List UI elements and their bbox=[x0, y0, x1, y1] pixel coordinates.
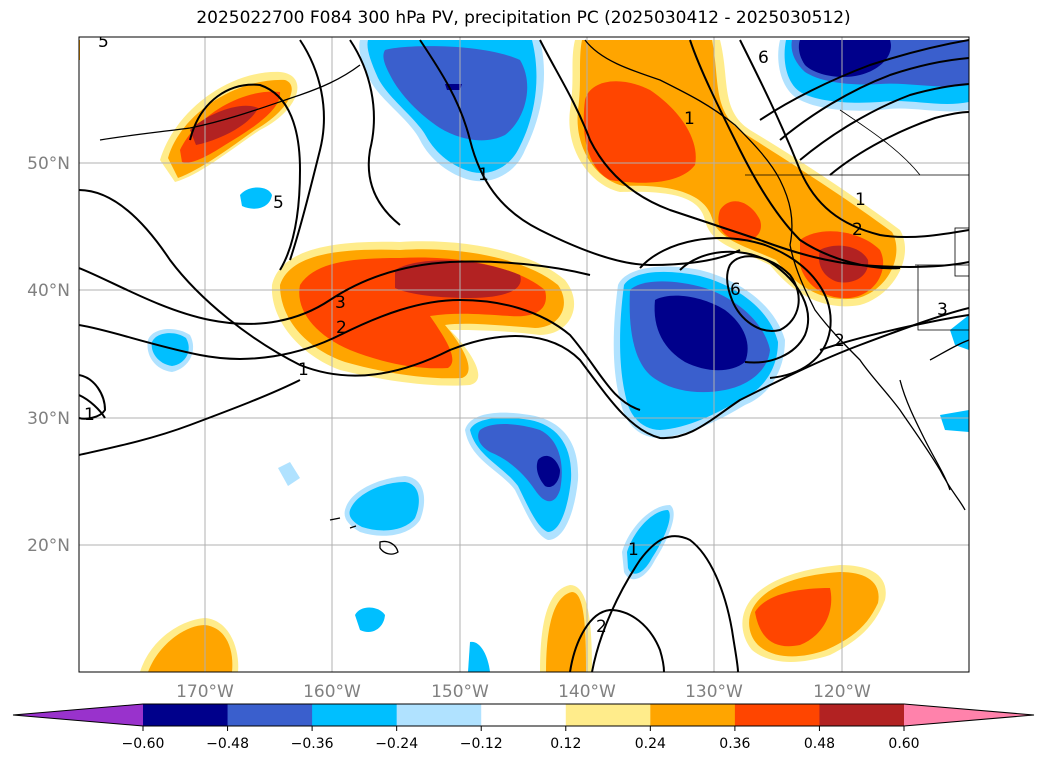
pv-contours bbox=[79, 39, 969, 672]
contour-ne-5 bbox=[799, 83, 969, 161]
contour-label: 3 bbox=[937, 300, 948, 320]
contour-label: 2 bbox=[336, 318, 347, 338]
colorbar-segment bbox=[227, 704, 313, 726]
shading-small-neg-4 bbox=[355, 607, 385, 633]
colorbar-segment bbox=[734, 704, 820, 726]
contour-label: 5 bbox=[98, 32, 109, 52]
colorbar: −0.60 −0.48 −0.36 −0.24 −0.12 0.12 0.24 0.36 0.4… bbox=[12, 703, 1035, 752]
contour-ridge-1 bbox=[419, 39, 741, 267]
contour-6-outer-2 bbox=[639, 237, 832, 379]
shading-small-neg-6 bbox=[278, 462, 300, 486]
lon-label-160w: 160°W bbox=[303, 682, 361, 702]
contour-ne-3 bbox=[759, 39, 969, 121]
colorbar-tick-label: −0.36 bbox=[291, 736, 334, 752]
lon-label-150w: 150°W bbox=[431, 682, 489, 702]
shading-east-edge-neg-2 bbox=[940, 410, 969, 432]
contour-sw-1 bbox=[79, 394, 106, 419]
colorbar-tick-label: 0.36 bbox=[719, 736, 750, 752]
negative-shading bbox=[147, 40, 969, 672]
plot-border bbox=[78, 36, 970, 673]
contour-label: 6 bbox=[730, 280, 741, 300]
colorbar-segment bbox=[143, 704, 229, 726]
contour-south-1 bbox=[79, 379, 301, 456]
lon-label-120w: 120°W bbox=[813, 682, 871, 702]
contour-6-outer-1 bbox=[679, 250, 810, 364]
map-title: 2025022700 F084 300 hPa PV, precipitatio… bbox=[196, 8, 851, 28]
colorbar-tick-label: 0.60 bbox=[888, 736, 919, 752]
contour-ridge-2 bbox=[539, 39, 969, 268]
colorbar-tick-label: −0.48 bbox=[206, 736, 249, 752]
colorbar-tick-label: 0.48 bbox=[804, 736, 835, 752]
lon-label-130w: 130°W bbox=[685, 682, 743, 702]
contour-2-south bbox=[569, 608, 665, 672]
colorbar-min-arrow bbox=[13, 704, 143, 726]
colorbar-segment bbox=[396, 704, 482, 726]
contour-label: 2 bbox=[852, 220, 863, 240]
contour-label: 2 bbox=[596, 617, 607, 637]
lon-label-170w: 170°W bbox=[176, 682, 234, 702]
coastlines bbox=[99, 39, 969, 555]
contour-labels: 5 1 3 2 1 1 5 6 1 2 6 1 2 1 2 3 bbox=[84, 32, 948, 637]
latitude-labels: 50°N 40°N 30°N 20°N bbox=[27, 154, 70, 556]
contour-ne-4 bbox=[779, 57, 969, 141]
contour-trough-2 bbox=[349, 39, 401, 226]
contour-ne-1 bbox=[689, 39, 901, 270]
colorbar-segment bbox=[650, 704, 736, 726]
graticule bbox=[79, 37, 969, 672]
contour-ne-6 bbox=[829, 111, 969, 176]
lat-label-40n: 40°N bbox=[27, 281, 70, 301]
colorbar-segment bbox=[819, 704, 905, 726]
contour-5-loop bbox=[189, 83, 302, 271]
shading-small-neg-2 bbox=[240, 187, 272, 209]
contour-1-west bbox=[79, 189, 969, 440]
contour-label: 1 bbox=[855, 190, 866, 210]
contour-label: 3 bbox=[335, 293, 346, 313]
contour-label: 2 bbox=[834, 331, 845, 351]
positive-shading bbox=[79, 40, 906, 672]
colorbar-tick-label: −0.12 bbox=[460, 736, 503, 752]
contour-3 bbox=[79, 260, 591, 325]
contour-label: 1 bbox=[478, 165, 489, 185]
contour-label: 5 bbox=[273, 193, 284, 213]
colorbar-segment bbox=[312, 704, 398, 726]
contour-2 bbox=[79, 298, 641, 411]
colorbar-tick-label: 0.24 bbox=[635, 736, 666, 752]
contour-south-2 bbox=[591, 535, 739, 672]
colorbar-tick-label: −0.60 bbox=[122, 736, 165, 752]
contour-label: 6 bbox=[758, 48, 769, 68]
contour-label: 1 bbox=[628, 540, 639, 560]
contour-label: 1 bbox=[298, 360, 309, 380]
lat-label-20n: 20°N bbox=[27, 536, 70, 556]
lon-label-140w: 140°W bbox=[558, 682, 616, 702]
plot-area: 5 1 3 2 1 1 5 6 1 2 6 1 2 1 2 3 bbox=[79, 32, 969, 672]
colorbar-segment bbox=[565, 704, 651, 726]
shading-small-neg-5 bbox=[468, 641, 490, 672]
contour-2-east bbox=[819, 314, 969, 351]
colorbar-tick-label: 0.12 bbox=[550, 736, 581, 752]
lat-label-30n: 30°N bbox=[27, 409, 70, 429]
contour-ne-2 bbox=[739, 39, 969, 239]
contour-label: 1 bbox=[84, 405, 95, 425]
lat-label-50n: 50°N bbox=[27, 154, 70, 174]
colorbar-max-arrow bbox=[904, 704, 1034, 726]
colorbar-segment bbox=[481, 704, 567, 726]
longitude-labels: 170°W 160°W 150°W 140°W 130°W 120°W bbox=[176, 682, 871, 702]
contour-label: 1 bbox=[684, 109, 695, 129]
colorbar-tick-label: −0.24 bbox=[375, 736, 418, 752]
contour-west-loop bbox=[79, 374, 107, 420]
contour-trough-1 bbox=[289, 39, 325, 261]
